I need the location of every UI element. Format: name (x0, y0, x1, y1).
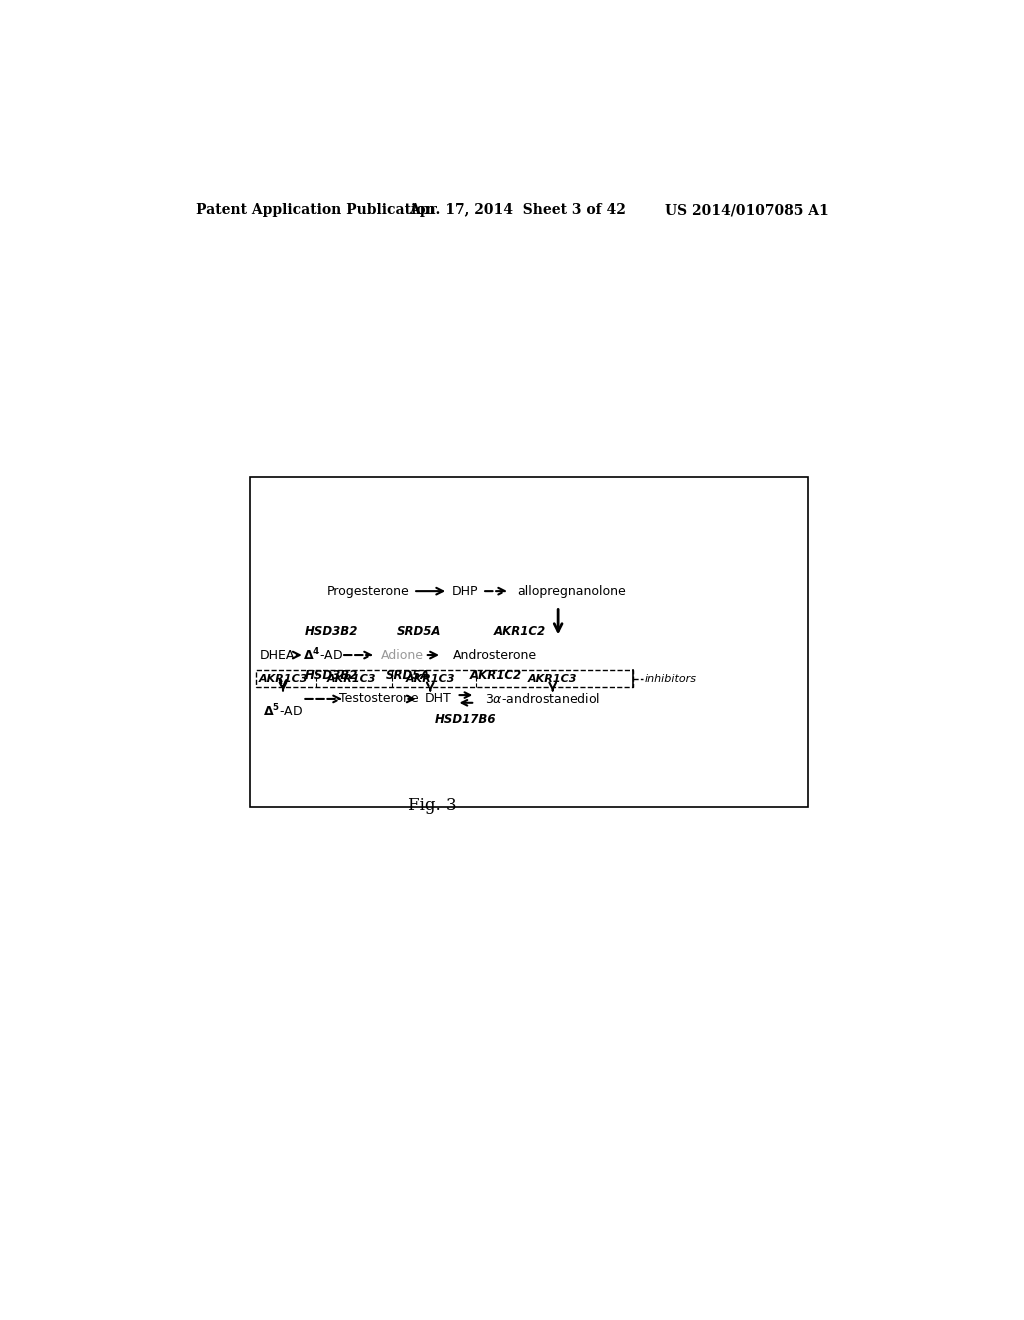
Text: AKR1C3: AKR1C3 (327, 675, 376, 684)
Text: allopregnanolone: allopregnanolone (517, 585, 626, 598)
Text: Fig. 3: Fig. 3 (409, 797, 457, 814)
Text: DHP: DHP (452, 585, 478, 598)
Text: inhibitors: inhibitors (645, 675, 697, 684)
Text: $\mathbf{\Delta^5}$-AD: $\mathbf{\Delta^5}$-AD (263, 702, 303, 719)
Text: HSD3B2: HSD3B2 (304, 669, 357, 682)
Bar (251, 478, 809, 807)
Text: SRD5A: SRD5A (386, 669, 431, 682)
Text: AKR1C3: AKR1C3 (406, 675, 455, 684)
Text: SRD5A: SRD5A (396, 626, 441, 638)
Text: AKR1C2: AKR1C2 (494, 626, 546, 638)
Text: AKR1C3: AKR1C3 (258, 675, 308, 684)
Text: AKR1C2: AKR1C2 (469, 669, 521, 682)
Text: DHT: DHT (425, 693, 452, 705)
Text: Patent Application Publication: Patent Application Publication (197, 203, 436, 216)
Bar (256, 671, 633, 688)
Text: $\mathbf{\Delta^4}$-AD: $\mathbf{\Delta^4}$-AD (303, 647, 343, 664)
Text: AKR1C3: AKR1C3 (528, 675, 578, 684)
Text: DHEA: DHEA (260, 648, 295, 661)
Text: 3$\alpha$-androstanediol: 3$\alpha$-androstanediol (485, 692, 600, 706)
Text: HSD3B2: HSD3B2 (304, 626, 357, 638)
Text: Testosterone: Testosterone (339, 693, 418, 705)
Text: US 2014/0107085 A1: US 2014/0107085 A1 (665, 203, 828, 216)
Text: Adione: Adione (381, 648, 424, 661)
Text: HSD17B6: HSD17B6 (435, 713, 497, 726)
Text: Progesterone: Progesterone (327, 585, 410, 598)
Text: Androsterone: Androsterone (453, 648, 537, 661)
Text: Apr. 17, 2014  Sheet 3 of 42: Apr. 17, 2014 Sheet 3 of 42 (410, 203, 627, 216)
